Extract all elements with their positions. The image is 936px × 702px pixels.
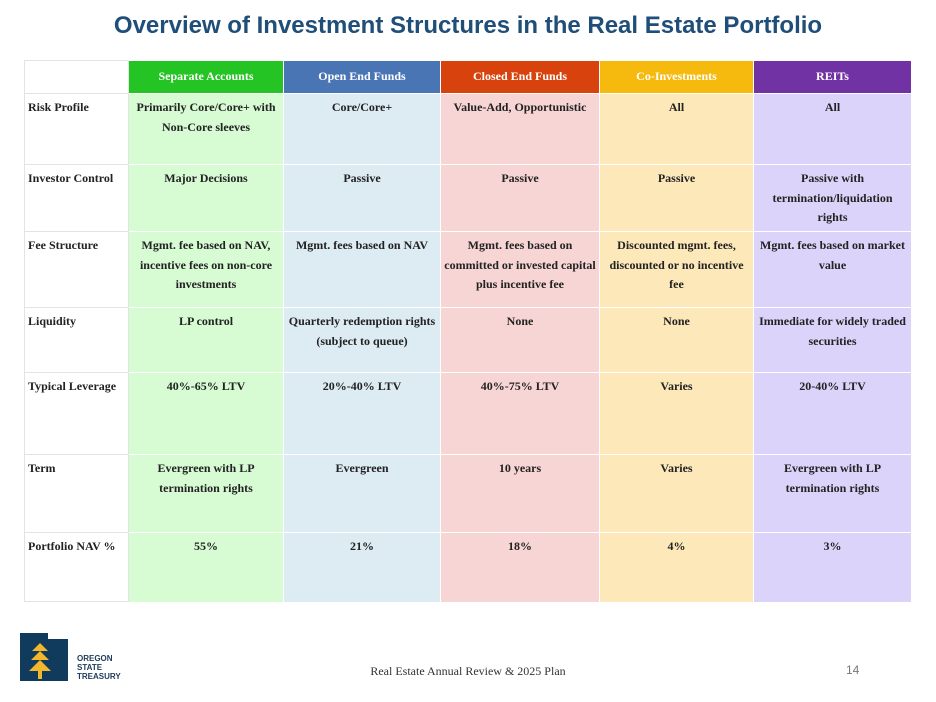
table-cell: 3% (753, 532, 912, 602)
header-separate-accounts: Separate Accounts (128, 60, 284, 94)
row-label: Investor Control (24, 164, 129, 232)
table-cell: Passive (599, 164, 754, 232)
table-row-fee-structure: Fee Structure Mgmt. fee based on NAV, in… (24, 231, 912, 308)
table-cell: Evergreen (283, 454, 441, 533)
table-cell: 40%-75% LTV (440, 372, 600, 455)
table-cell: Mgmt. fees based on market value (753, 231, 912, 308)
table-cell: All (753, 93, 912, 165)
table-cell: Evergreen with LP termination rights (128, 454, 284, 533)
table-cell: Evergreen with LP termination rights (753, 454, 912, 533)
row-label: Risk Profile (24, 93, 129, 165)
row-label: Term (24, 454, 129, 533)
logo-word: STATE (77, 663, 103, 672)
table-cell: Immediate for widely traded securities (753, 307, 912, 373)
table-cell: Varies (599, 454, 754, 533)
table-cell: 40%-65% LTV (128, 372, 284, 455)
row-label: Portfolio NAV % (24, 532, 129, 602)
table-cell: Value-Add, Opportunistic (440, 93, 600, 165)
row-label: Typical Leverage (24, 372, 129, 455)
table-row-typical-leverage: Typical Leverage 40%-65% LTV 20%-40% LTV… (24, 372, 912, 455)
table-row-term: Term Evergreen with LP termination right… (24, 454, 912, 533)
table-cell: Primarily Core/Core+ with Non-Core sleev… (128, 93, 284, 165)
logo-word: TREASURY (77, 672, 121, 681)
tree-icon (20, 633, 68, 681)
investment-structures-table: Separate Accounts Open End Funds Closed … (24, 60, 912, 602)
table-cell: Mgmt. fees based on committed or investe… (440, 231, 600, 308)
header-co-investments: Co-Investments (599, 60, 754, 94)
table-row-liquidity: Liquidity LP control Quarterly redemptio… (24, 307, 912, 373)
table-cell: 20-40% LTV (753, 372, 912, 455)
table-cell: 21% (283, 532, 441, 602)
page-title: Overview of Investment Structures in the… (113, 12, 823, 39)
table-cell: 10 years (440, 454, 600, 533)
oregon-state-treasury-logo-icon (20, 633, 68, 681)
table-cell: Mgmt. fee based on NAV, incentive fees o… (128, 231, 284, 308)
table-cell: Discounted mgmt. fees, discounted or no … (599, 231, 754, 308)
table-header-row: Separate Accounts Open End Funds Closed … (24, 60, 912, 94)
table-cell: Core/Core+ (283, 93, 441, 165)
table-row-risk-profile: Risk Profile Primarily Core/Core+ with N… (24, 93, 912, 165)
table-cell: None (599, 307, 754, 373)
table-cell: Passive (283, 164, 441, 232)
footer-text: Real Estate Annual Review & 2025 Plan (370, 664, 566, 678)
logo-word: OREGON (77, 654, 113, 663)
table-cell: 20%-40% LTV (283, 372, 441, 455)
table-cell: LP control (128, 307, 284, 373)
header-closed-end-funds: Closed End Funds (440, 60, 600, 94)
table-cell: Mgmt. fees based on NAV (283, 231, 441, 308)
table-cell: 4% (599, 532, 754, 602)
table-row-investor-control: Investor Control Major Decisions Passive… (24, 164, 912, 232)
row-label: Fee Structure (24, 231, 129, 308)
row-label: Liquidity (24, 307, 129, 373)
page-number: 14 (846, 663, 860, 677)
header-reits: REITs (753, 60, 912, 94)
table-cell: None (440, 307, 600, 373)
table-cell: Major Decisions (128, 164, 284, 232)
header-open-end-funds: Open End Funds (283, 60, 441, 94)
table-row-portfolio-nav: Portfolio NAV % 55% 21% 18% 4% 3% (24, 532, 912, 602)
table-cell: Passive with termination/liquidation rig… (753, 164, 912, 232)
table-corner-cell (24, 60, 129, 94)
table-cell: All (599, 93, 754, 165)
table-cell: Quarterly redemption rights (subject to … (283, 307, 441, 373)
logo-wordmark: OREGON STATE TREASURY (77, 654, 121, 681)
table-cell: 55% (128, 532, 284, 602)
table-cell: Varies (599, 372, 754, 455)
table-cell: 18% (440, 532, 600, 602)
table-cell: Passive (440, 164, 600, 232)
